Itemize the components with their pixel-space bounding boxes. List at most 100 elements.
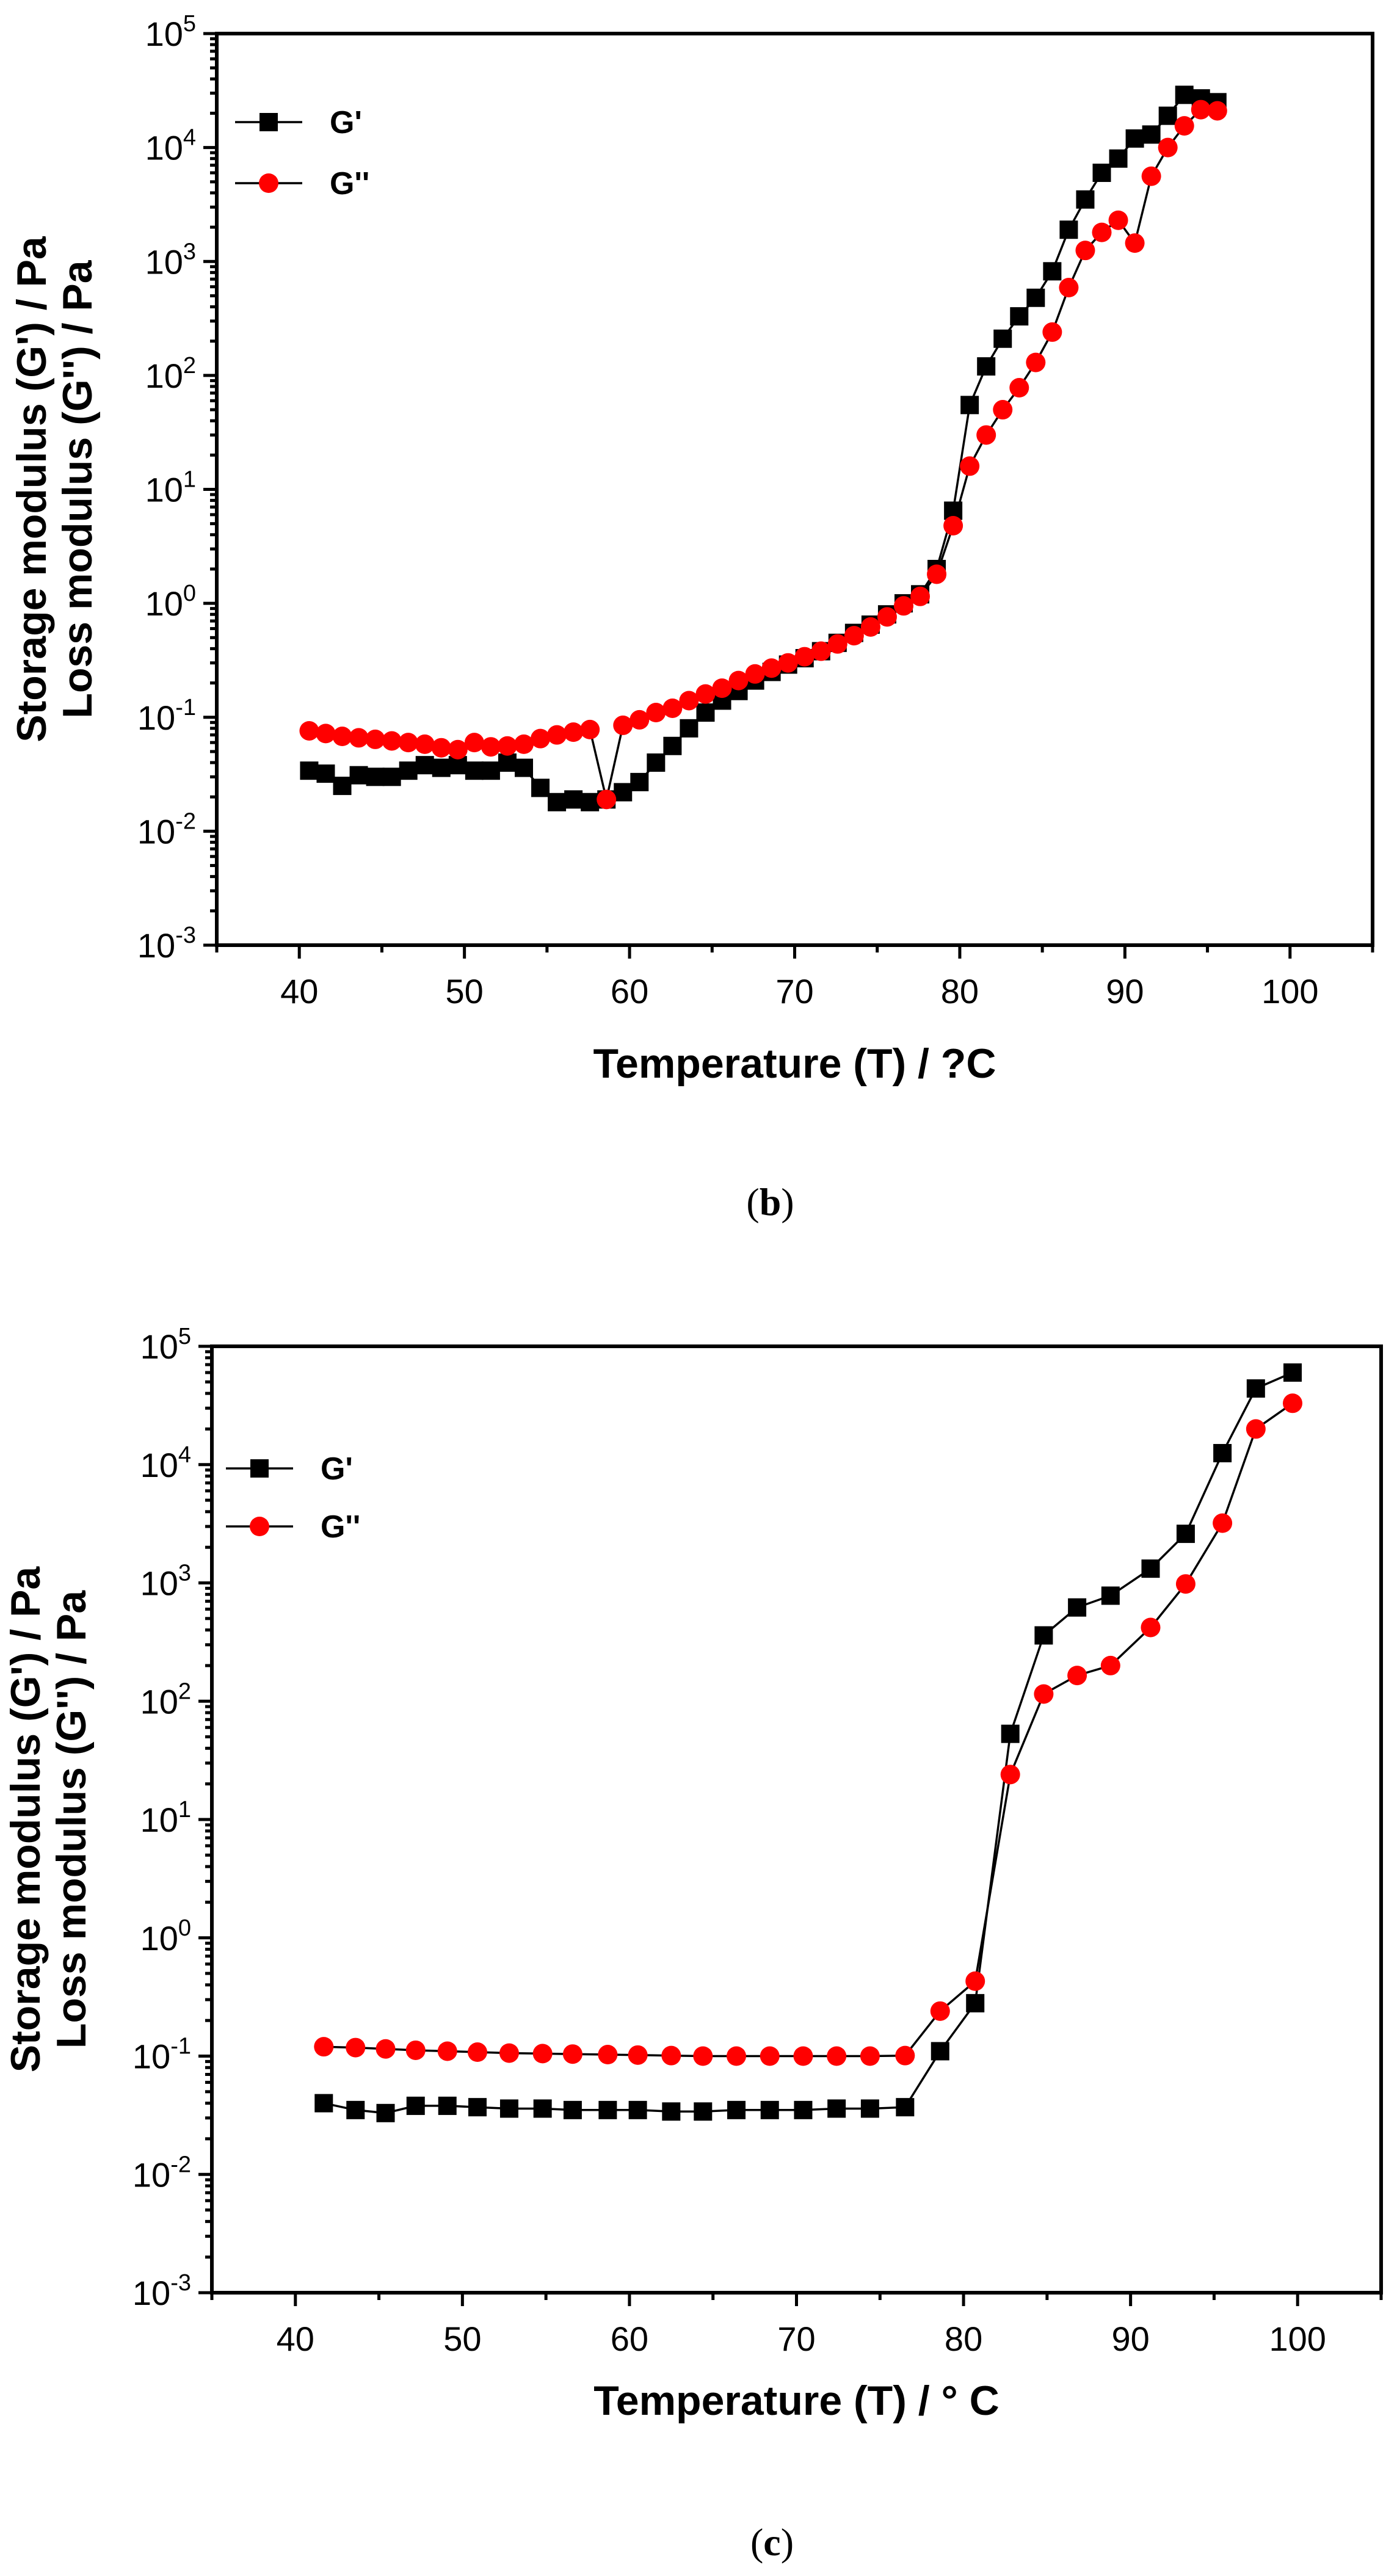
data-point-g-double-prime [499,2043,519,2063]
data-point-g-prime [581,793,600,811]
data-point-g-prime [896,2098,915,2117]
legend-label: G' [321,1451,353,1487]
data-point-g-prime [993,329,1012,348]
legend-label: G'' [321,1509,360,1545]
data-point-g-prime [966,1994,985,2012]
data-point-g-double-prime [646,703,666,723]
data-point-g-prime [333,777,352,796]
data-point-g-double-prime [679,691,699,711]
x-tick-label: 100 [1261,972,1318,1010]
y-tick-label: 103 [145,239,196,281]
data-point-g-double-prime [1042,322,1062,342]
data-point-g-prime [1059,220,1078,239]
data-point-g-double-prime [877,607,897,627]
data-point-g-prime [533,2099,552,2118]
plot-frame [215,32,1374,947]
data-point-g-double-prime [398,733,418,753]
data-point-g-double-prime [811,641,831,661]
data-point-g-double-prime [467,2042,487,2063]
data-point-g-double-prime [712,678,732,698]
data-point-g-prime [1176,1525,1195,1544]
data-point-g-prime [366,767,385,786]
data-point-g-double-prime [316,724,336,744]
data-point-g-prime [1158,106,1177,125]
data-point-g-double-prime [349,728,369,748]
data-point-g-prime [860,2099,879,2118]
y-tick-label: 100 [145,581,196,623]
data-point-g-double-prime [415,734,435,754]
y-tick-label: 103 [140,1561,191,1603]
data-point-g-double-prime [314,2037,334,2057]
y-tick-label: 105 [145,11,196,53]
data-point-g-double-prime [693,2046,713,2066]
data-point-g-double-prime [346,2037,366,2058]
x-tick-label: 90 [1111,2320,1149,2358]
data-point-g-prime [1141,1559,1160,1578]
data-point-g-prime [1101,1586,1120,1605]
data-point-g-double-prime [965,1971,985,1991]
data-point-g-prime [432,758,451,777]
data-point-g-prime [314,2094,333,2113]
data-point-g-double-prime [628,2045,648,2065]
x-tick-label: 70 [777,2320,815,2358]
data-point-g-double-prime [580,719,600,739]
data-point-g-prime [468,2098,487,2117]
data-point-g-double-prime [1175,1574,1196,1594]
series-line-g-double-prime [309,108,1217,800]
data-point-g-double-prime [1108,210,1128,230]
data-point-g-double-prime [365,729,385,749]
data-point-g-double-prime [844,626,864,646]
y-tick-label: 101 [145,467,196,509]
data-point-g-double-prime [481,737,501,757]
data-point-g-double-prime [778,653,798,673]
legend-marker [259,173,278,193]
data-point-g-prime [564,790,583,809]
data-point-g-prime [346,2100,365,2119]
data-point-g-prime [531,778,550,797]
data-point-g-prime [630,772,649,791]
data-point-g-double-prime [464,733,484,753]
data-point-g-double-prime [893,596,913,616]
data-point-g-prime [598,2100,617,2119]
panel-caption: (b) [746,1180,794,1224]
data-point-g-prime [316,764,335,783]
data-point-g-prime [548,793,567,811]
data-point-g-double-prime [405,2040,426,2060]
data-point-g-double-prime [547,725,567,745]
data-point-g-prime [349,766,368,785]
x-axis-title: Temperature (T) / ° C [593,2378,999,2424]
data-point-g-double-prime [376,2039,396,2059]
y-axis-title-loss: Loss modulus (G'') / Pa [54,259,101,718]
data-point-g-prime [499,2099,518,2118]
data-point-g-double-prime [728,670,749,691]
y-tick-label: 100 [140,1915,191,1957]
x-tick-label: 70 [775,972,813,1010]
data-point-g-prime [680,719,699,738]
data-point-g-double-prime [382,731,402,751]
data-point-g-double-prime [1141,1617,1161,1638]
data-point-g-prime [931,2042,949,2061]
y-tick-label: 10-3 [137,923,196,965]
data-point-g-prime [727,2100,746,2119]
data-point-g-prime [1076,190,1095,209]
data-point-g-double-prime [1207,101,1227,121]
data-point-g-double-prime [598,2045,618,2065]
data-point-g-prime [481,761,500,780]
data-point-g-double-prime [760,2046,780,2066]
y-tick-label: 10-3 [132,2270,191,2312]
x-tick-label: 80 [941,972,979,1010]
data-point-g-double-prime [761,658,782,678]
data-point-g-prime [827,2099,846,2118]
data-point-g-prime [1246,1379,1265,1398]
data-point-g-double-prime [597,789,617,810]
y-tick-label: 10-2 [137,808,196,851]
data-point-g-prime [300,761,319,780]
data-point-g-double-prime [860,617,880,637]
data-point-g-prime [1283,1363,1302,1382]
data-point-g-double-prime [437,2041,457,2061]
data-point-g-double-prime [827,2046,847,2066]
y-axis-title-loss: Loss modulus (G'') / Pa [48,1590,95,2048]
data-point-g-double-prime [1034,1684,1054,1704]
data-point-g-double-prime [532,2044,553,2064]
data-point-g-prime [662,2102,681,2121]
